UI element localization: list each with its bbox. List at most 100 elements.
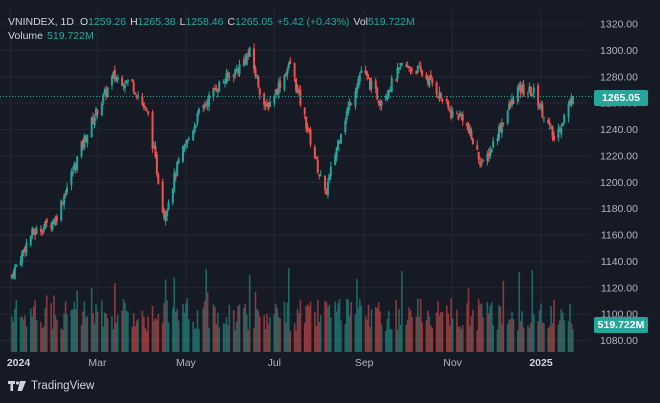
volume-bar [82, 311, 84, 352]
candle-body [487, 152, 490, 158]
volume-bar [315, 325, 318, 352]
candle-body [389, 90, 392, 92]
candle-body [283, 75, 286, 90]
candle-body [134, 92, 137, 95]
volume-bar [530, 323, 532, 352]
volume-bar [479, 304, 481, 352]
volume-bar [299, 299, 302, 352]
volume-bar [502, 280, 505, 352]
volume-bar [395, 300, 397, 352]
candle-body [570, 98, 573, 105]
candle-body [450, 110, 453, 119]
volume-bar [489, 305, 492, 352]
candle-body [329, 166, 332, 176]
volume-bar [283, 301, 286, 352]
volume-bar [380, 324, 383, 352]
candle-body [32, 228, 35, 234]
volume-bar [256, 308, 258, 352]
volume-bar [153, 321, 155, 352]
volume-bar [157, 313, 160, 352]
volume-bar [15, 300, 18, 352]
volume-bar [298, 313, 300, 352]
candle-body [435, 82, 438, 95]
candle-body [538, 106, 541, 109]
volume-bar [360, 305, 363, 352]
candle-body [315, 156, 318, 158]
candle-body [541, 104, 544, 117]
candle-body [106, 87, 109, 97]
volume-bar [40, 322, 42, 352]
candle-body [60, 200, 63, 221]
volume-bar [245, 314, 248, 352]
volume-bar [56, 319, 58, 352]
last-volume-tag: 519.722M [594, 317, 648, 333]
candle-body [551, 126, 554, 138]
candle-body [187, 138, 190, 140]
candle-body [492, 141, 495, 148]
candle-body [203, 104, 206, 107]
y-tick-label: 1120.00 [601, 282, 638, 294]
volume-bar [551, 322, 554, 352]
candle-body [253, 48, 256, 69]
volume-bar [316, 299, 319, 352]
candle-body [125, 80, 128, 83]
candle-body [461, 114, 464, 121]
symbol-label[interactable]: VNINDEX, 1D [8, 16, 74, 28]
volume-bar [205, 268, 207, 352]
candle-body [45, 219, 48, 223]
candle-body [470, 130, 473, 139]
candle-body [93, 118, 96, 126]
volume-bar [224, 323, 226, 352]
candle-body [276, 88, 279, 95]
candle-body [197, 108, 200, 113]
volume-bar [86, 315, 89, 352]
candle-body [380, 101, 383, 106]
volume-bar [225, 317, 228, 352]
candle-body [316, 159, 319, 173]
volume-bar [21, 316, 23, 352]
volume-bar [531, 270, 534, 352]
volume-bar [522, 327, 525, 352]
volume-bar [11, 316, 13, 352]
volume-bar [521, 311, 523, 352]
candle-body [490, 149, 493, 152]
volume-bar [319, 315, 322, 352]
volume-bar [127, 311, 129, 352]
volume-bar [264, 329, 267, 352]
candle-body [286, 69, 289, 75]
candle-body [479, 161, 482, 166]
candle-body [328, 174, 331, 181]
candle-body [354, 91, 357, 107]
volume-bar [303, 322, 306, 352]
candle-body [15, 264, 18, 267]
volume-bar [218, 327, 221, 352]
volume-bar [467, 288, 470, 352]
candle-body [571, 96, 574, 105]
candle-body [451, 111, 454, 117]
open-value: 1259.26 [88, 16, 127, 28]
tradingview-branding[interactable]: TradingView [8, 380, 94, 392]
candle-body [102, 94, 105, 103]
candle-body [405, 64, 408, 67]
candle-body [529, 86, 532, 97]
volume-bar [431, 328, 434, 352]
candle-body [213, 87, 216, 90]
volume-bar [195, 328, 197, 352]
candle-body [467, 124, 470, 132]
volume-label[interactable]: Volume [8, 30, 44, 42]
candle-body [10, 274, 13, 279]
candle-body [558, 130, 561, 132]
volume-bar [390, 329, 393, 352]
candle-body [222, 82, 225, 84]
volume-bar [247, 329, 250, 352]
candle-body [350, 103, 353, 105]
candle-body [318, 174, 321, 176]
volume-bar [70, 310, 73, 352]
volume-bar [318, 321, 321, 352]
candle-body [374, 80, 377, 89]
volume-bar [80, 324, 83, 352]
volume-bar [340, 320, 342, 352]
candle-body [70, 171, 73, 186]
